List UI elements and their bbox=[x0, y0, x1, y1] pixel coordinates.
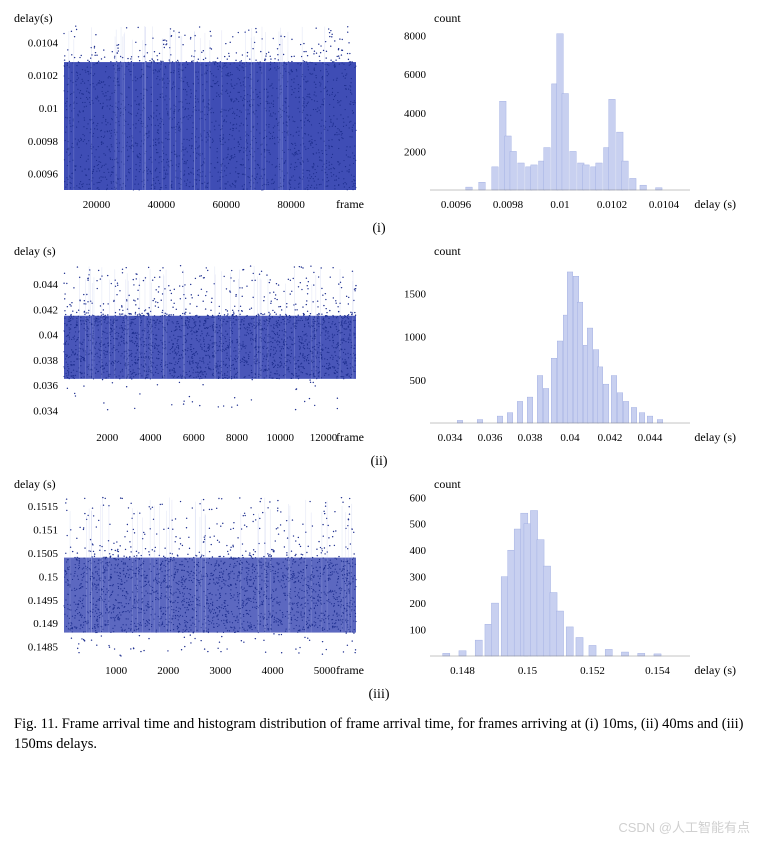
svg-text:0.038: 0.038 bbox=[33, 355, 58, 367]
svg-text:5000: 5000 bbox=[314, 665, 337, 677]
figure-container: delay(s) 0.0096 0.0098 0.01 0.0102 0.0104 2000… bbox=[8, 8, 750, 754]
svg-text:0.01: 0.01 bbox=[39, 103, 58, 115]
chart-row-1: delay (s) 0.034 0.036 0.038 0.04 0.042 0.044 20… bbox=[8, 241, 750, 454]
row-label-0: (i) bbox=[8, 221, 750, 237]
svg-text:0.0096: 0.0096 bbox=[28, 169, 59, 181]
svg-text:frame: frame bbox=[336, 430, 364, 444]
svg-text:0.036: 0.036 bbox=[478, 432, 503, 444]
svg-text:40000: 40000 bbox=[148, 199, 176, 211]
svg-text:1000: 1000 bbox=[105, 665, 128, 677]
svg-text:0.0098: 0.0098 bbox=[28, 136, 59, 148]
svg-text:4000: 4000 bbox=[140, 432, 163, 444]
svg-text:0.038: 0.038 bbox=[518, 432, 543, 444]
histogram-chart-2: count1002003004005006000.1480.150.1520.1… bbox=[380, 474, 740, 682]
svg-text:60000: 60000 bbox=[212, 199, 240, 211]
svg-text:delay (s): delay (s) bbox=[14, 477, 56, 491]
svg-text:0.04: 0.04 bbox=[560, 432, 580, 444]
svg-text:0.149: 0.149 bbox=[33, 618, 58, 630]
svg-text:0.15: 0.15 bbox=[39, 571, 59, 583]
svg-text:1500: 1500 bbox=[404, 289, 427, 301]
svg-text:2000: 2000 bbox=[96, 432, 119, 444]
svg-text:12000: 12000 bbox=[310, 432, 338, 444]
svg-text:0.1515: 0.1515 bbox=[28, 501, 59, 513]
svg-text:0.034: 0.034 bbox=[438, 432, 463, 444]
watermark: CSDN @人工智能有点 bbox=[618, 817, 750, 836]
scatter-chart-0: delay(s) 0.0096 0.0098 0.01 0.0102 0.0104 2000… bbox=[8, 8, 368, 216]
svg-text:8000: 8000 bbox=[404, 31, 427, 43]
svg-text:0.034: 0.034 bbox=[33, 405, 58, 417]
svg-text:0.0102: 0.0102 bbox=[28, 70, 58, 82]
svg-text:0.1485: 0.1485 bbox=[28, 642, 59, 654]
svg-text:0.044: 0.044 bbox=[33, 279, 58, 291]
svg-text:0.0104: 0.0104 bbox=[649, 199, 680, 211]
chart-row-0: delay(s) 0.0096 0.0098 0.01 0.0102 0.0104 2000… bbox=[8, 8, 750, 221]
histogram-chart-0: count 2000 4000 6000 8000 0.0096 0.0098 0.01 0.0… bbox=[380, 8, 740, 216]
svg-text:delay (s): delay (s) bbox=[14, 244, 56, 258]
svg-text:frame: frame bbox=[336, 197, 364, 211]
svg-text:20000: 20000 bbox=[83, 199, 111, 211]
svg-text:4000: 4000 bbox=[404, 108, 427, 120]
svg-text:0.0104: 0.0104 bbox=[28, 37, 59, 49]
svg-text:2000: 2000 bbox=[404, 146, 427, 158]
svg-text:4000: 4000 bbox=[262, 665, 285, 677]
svg-text:10000: 10000 bbox=[267, 432, 295, 444]
svg-text:3000: 3000 bbox=[209, 665, 232, 677]
svg-text:0.04: 0.04 bbox=[39, 330, 59, 342]
svg-text:80000: 80000 bbox=[277, 199, 305, 211]
svg-text:0.042: 0.042 bbox=[598, 432, 623, 444]
svg-text:8000: 8000 bbox=[226, 432, 249, 444]
svg-text:0.0096: 0.0096 bbox=[441, 199, 472, 211]
svg-text:count: count bbox=[434, 244, 461, 258]
svg-text:0.042: 0.042 bbox=[33, 304, 58, 316]
chart-row-2: delay (s) 0.1485 0.149 0.1495 0.15 0.1505 0.15… bbox=[8, 474, 750, 687]
svg-text:0.1495: 0.1495 bbox=[28, 595, 59, 607]
scatter-chart-1: delay (s) 0.034 0.036 0.038 0.04 0.042 0.044 20… bbox=[8, 241, 368, 449]
svg-text:delay (s): delay (s) bbox=[694, 430, 736, 444]
svg-text:6000: 6000 bbox=[404, 69, 427, 81]
svg-text:6000: 6000 bbox=[183, 432, 206, 444]
row-label-2: (iii) bbox=[8, 687, 750, 703]
svg-text:delay (s): delay (s) bbox=[694, 197, 736, 211]
svg-text:delay(s): delay(s) bbox=[14, 11, 53, 25]
svg-text:0.044: 0.044 bbox=[638, 432, 663, 444]
svg-text:1000: 1000 bbox=[404, 332, 427, 344]
histogram-chart-1: count 500 1000 1500 0.034 0.036 0.038 0.04 0.042… bbox=[380, 241, 740, 449]
svg-text:500: 500 bbox=[410, 375, 427, 387]
svg-text:0.151: 0.151 bbox=[33, 524, 58, 536]
svg-text:0.0102: 0.0102 bbox=[597, 199, 627, 211]
svg-text:2000: 2000 bbox=[157, 665, 180, 677]
svg-text:0.036: 0.036 bbox=[33, 380, 58, 392]
scatter-chart-2: delay (s) 0.1485 0.149 0.1495 0.15 0.1505 0.15… bbox=[8, 474, 368, 682]
svg-text:0.0098: 0.0098 bbox=[493, 199, 524, 211]
row-label-1: (ii) bbox=[8, 454, 750, 470]
svg-text:count: count bbox=[434, 11, 461, 25]
figure-caption: Fig. 11. Frame arrival time and histogra… bbox=[8, 715, 750, 754]
svg-text:0.1505: 0.1505 bbox=[28, 548, 59, 560]
svg-text:0.01: 0.01 bbox=[550, 199, 569, 211]
svg-text:frame: frame bbox=[336, 663, 364, 677]
